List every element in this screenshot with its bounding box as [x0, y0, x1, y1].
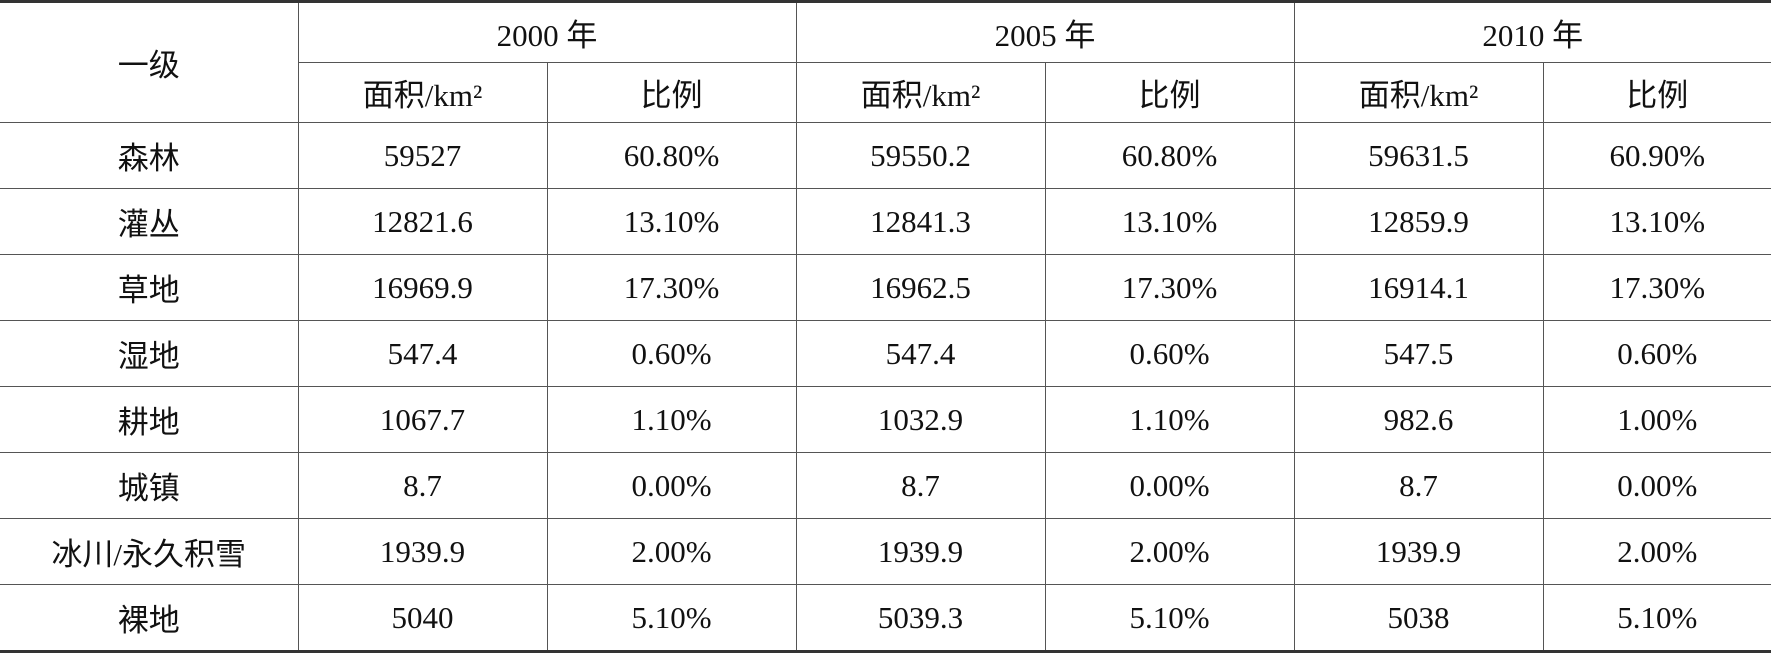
- data-cell: 1939.9: [795, 518, 1046, 585]
- data-cell: 60.90%: [1542, 122, 1771, 189]
- data-cell: 59527: [297, 122, 548, 189]
- row-label: 城镇: [0, 452, 299, 519]
- data-cell: 59631.5: [1293, 122, 1544, 189]
- column-header: 比例: [1044, 62, 1295, 123]
- data-cell: 0.60%: [1044, 320, 1295, 387]
- data-cell: 17.30%: [546, 254, 797, 321]
- year-header: 2010 年: [1293, 1, 1771, 63]
- data-cell: 5038: [1293, 584, 1544, 652]
- data-cell: 16914.1: [1293, 254, 1544, 321]
- column-header: 面积/km²: [795, 62, 1046, 123]
- row-label: 耕地: [0, 386, 299, 453]
- row-label: 森林: [0, 122, 299, 189]
- row-label: 冰川/永久积雪: [0, 518, 299, 585]
- data-cell: 60.80%: [1044, 122, 1295, 189]
- data-cell: 17.30%: [1044, 254, 1295, 321]
- data-row: 耕地 1067.7 1.10% 1032.9 1.10% 982.6 1.00%: [0, 386, 1771, 453]
- data-cell: 5039.3: [795, 584, 1046, 652]
- data-cell: 0.00%: [546, 452, 797, 519]
- data-cell: 8.7: [1293, 452, 1544, 519]
- data-cell: 59550.2: [795, 122, 1046, 189]
- data-cell: 17.30%: [1542, 254, 1771, 321]
- data-cell: 13.10%: [1044, 188, 1295, 255]
- column-header: 比例: [546, 62, 797, 123]
- data-row: 灌丛 12821.6 13.10% 12841.3 13.10% 12859.9 13.10…: [0, 188, 1771, 255]
- data-cell: 1939.9: [1293, 518, 1544, 585]
- data-cell: 16969.9: [297, 254, 548, 321]
- data-cell: 2.00%: [546, 518, 797, 585]
- data-cell: 2.00%: [1542, 518, 1771, 585]
- year-header: 2000 年: [297, 1, 797, 63]
- row-label: 灌丛: [0, 188, 299, 255]
- data-cell: 13.10%: [1542, 188, 1771, 255]
- data-cell: 1032.9: [795, 386, 1046, 453]
- data-cell: 8.7: [795, 452, 1046, 519]
- header-row: 一级 2000 年 2005 年 2010 年: [0, 1, 1771, 123]
- column-header: 面积/km²: [1293, 62, 1544, 123]
- data-cell: 12841.3: [795, 188, 1046, 255]
- data-cell: 8.7: [297, 452, 548, 519]
- data-row: 裸地 5040 5.10% 5039.3 5.10% 5038 5.10%: [0, 584, 1771, 652]
- data-cell: 12859.9: [1293, 188, 1544, 255]
- row-label: 草地: [0, 254, 299, 321]
- data-row: 冰川/永久积雪 1939.9 2.00% 1939.9 2.00% 1939.9 2.00%: [0, 518, 1771, 585]
- data-cell: 0.60%: [1542, 320, 1771, 387]
- year-header: 2005 年: [795, 1, 1295, 63]
- data-cell: 5040: [297, 584, 548, 652]
- data-row: 草地 16969.9 17.30% 16962.5 17.30% 16914.1 17.30…: [0, 254, 1771, 321]
- data-cell: 5.10%: [546, 584, 797, 652]
- subheader-row: 面积/km² 比例 面积/km² 比例 面积/km² 比例: [0, 62, 1771, 123]
- data-cell: 547.4: [297, 320, 548, 387]
- data-cell: 547.4: [795, 320, 1046, 387]
- data-cell: 1067.7: [297, 386, 548, 453]
- column-header: 面积/km²: [298, 62, 548, 123]
- data-cell: 0.00%: [1044, 452, 1295, 519]
- data-cell: 1939.9: [297, 518, 548, 585]
- row-label: 裸地: [0, 584, 299, 652]
- data-cell: 1.10%: [546, 386, 797, 453]
- data-cell: 5.10%: [1542, 584, 1771, 652]
- data-cell: 982.6: [1293, 386, 1544, 453]
- column-header: 比例: [1542, 62, 1771, 123]
- data-cell: 2.00%: [1044, 518, 1295, 585]
- data-cell: 60.80%: [546, 122, 797, 189]
- data-cell: 1.00%: [1542, 386, 1771, 453]
- data-row: 森林 59527 60.80% 59550.2 60.80% 59631.5 60.90%: [0, 122, 1771, 189]
- data-row: 湿地 547.4 0.60% 547.4 0.60% 547.5 0.60%: [0, 320, 1771, 387]
- data-cell: 547.5: [1293, 320, 1544, 387]
- data-cell: 1.10%: [1044, 386, 1295, 453]
- data-cell: 0.60%: [546, 320, 797, 387]
- data-cell: 16962.5: [795, 254, 1046, 321]
- data-row: 城镇 8.7 0.00% 8.7 0.00% 8.7 0.00%: [0, 452, 1771, 519]
- data-cell: 13.10%: [546, 188, 797, 255]
- corner-header: 一级: [0, 1, 299, 123]
- row-label: 湿地: [0, 320, 299, 387]
- data-cell: 5.10%: [1044, 584, 1295, 652]
- data-cell: 0.00%: [1542, 452, 1771, 519]
- data-cell: 12821.6: [297, 188, 548, 255]
